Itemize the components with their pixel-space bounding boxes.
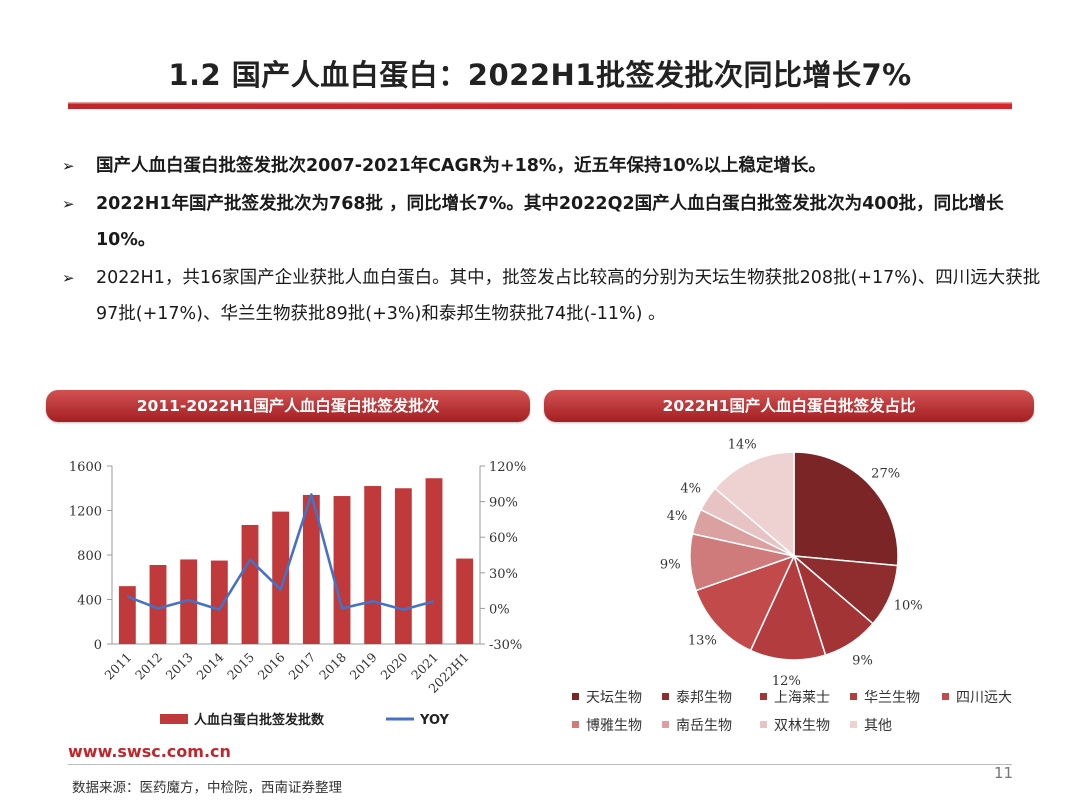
bullet-text: 国产人血白蛋白批签发批次2007-2021年CAGR为+18%，近五年保持10%… bbox=[96, 156, 826, 176]
pie-chart: 27% 10% 9% 12% 13% 9% 4% 4% 14% 天坛生物 泰邦生物 上海莱士 华兰生物 四… bbox=[572, 437, 1012, 734]
data-source: 数据来源：医药魔方，中检院，西南证券整理 bbox=[72, 780, 342, 796]
pie-data-label: 10% bbox=[894, 598, 923, 613]
legend-label: 四川远大 bbox=[956, 690, 1012, 706]
y2-tick-label: 30% bbox=[489, 567, 518, 582]
bar bbox=[333, 496, 351, 644]
legend-label-bars: 人血白蛋白批签发批数 bbox=[194, 712, 325, 728]
pie-data-label: 4% bbox=[680, 482, 701, 497]
pie-data-label: 27% bbox=[871, 466, 900, 481]
right-chart-banner: 2022H1国产人血白蛋白批签发占比 bbox=[544, 390, 1034, 422]
y-tick-label: 400 bbox=[77, 594, 102, 609]
legend-swatch bbox=[850, 721, 857, 728]
pie-data-label: 9% bbox=[852, 653, 873, 668]
footer-url[interactable]: www.swsc.com.cn bbox=[68, 742, 231, 761]
y-tick-label: 1600 bbox=[69, 460, 102, 475]
bullet-text: 2022H1，共16家国产企业获批人血白蛋白。其中，批签发占比较高的分别为天坛生… bbox=[96, 268, 1041, 324]
pie-slice bbox=[713, 451, 795, 558]
x-tick-label: 2019 bbox=[347, 649, 380, 682]
y-tick-label: 0 bbox=[94, 638, 102, 653]
bar bbox=[210, 560, 228, 644]
y2-tick-label: 90% bbox=[489, 496, 518, 511]
legend-swatch bbox=[572, 693, 579, 700]
x-tick-label: 2015 bbox=[224, 650, 257, 683]
legend-label: 天坛生物 bbox=[586, 690, 642, 706]
y2-tick-label: 60% bbox=[489, 531, 518, 546]
legend-label: 南岳生物 bbox=[676, 718, 732, 734]
slide-title: 1.2 国产人血白蛋白：2022H1批签发批次同比增长7% bbox=[168, 58, 912, 92]
legend-label: 华兰生物 bbox=[864, 690, 920, 706]
legend-swatch bbox=[942, 693, 949, 700]
legend-label: 其他 bbox=[864, 718, 892, 734]
bar bbox=[180, 559, 198, 644]
bullet-text: 2022H1年国产批签发批次为768批 ，同比增长7%。其中2022Q2国产人血… bbox=[96, 194, 1004, 250]
y-tick-label: 800 bbox=[77, 549, 102, 564]
pie-data-label: 13% bbox=[688, 634, 717, 649]
pie-slice bbox=[749, 553, 827, 661]
bullet-item: ➢ 国产人血白蛋白批签发批次2007-2021年CAGR为+18%，近五年保持1… bbox=[60, 148, 1050, 184]
left-chart-banner: 2011-2022H1国产人血白蛋白批签发批次 bbox=[46, 390, 530, 422]
x-tick-label: 2013 bbox=[163, 649, 196, 682]
legend-swatch bbox=[662, 693, 669, 700]
pie-data-label: 9% bbox=[660, 558, 681, 573]
bar bbox=[272, 511, 290, 644]
x-tick-label: 2014 bbox=[193, 649, 226, 682]
legend-label: 博雅生物 bbox=[586, 717, 642, 734]
legend-label: 双林生物 bbox=[774, 718, 830, 734]
legend-label: 泰邦生物 bbox=[676, 690, 732, 706]
bullet-item: ➢ 2022H1年国产批签发批次为768批 ，同比增长7%。其中2022Q2国产… bbox=[60, 186, 1050, 258]
x-tick-label: 2011 bbox=[101, 650, 134, 683]
yoy-series-line bbox=[126, 493, 435, 611]
x-tick-label: 2018 bbox=[316, 649, 349, 682]
pie-data-label: 4% bbox=[667, 509, 688, 524]
bar-line-chart: 040080012001600-30%0%30%60%90%120%201120… bbox=[69, 460, 526, 728]
pie-slice bbox=[793, 451, 899, 567]
bullet-item: ➢ 2022H1，共16家国产企业获批人血白蛋白。其中，批签发占比较高的分别为天… bbox=[60, 260, 1050, 332]
x-tick-label: 2020 bbox=[377, 649, 410, 682]
bar bbox=[394, 488, 412, 644]
bar bbox=[149, 565, 167, 644]
legend-swatch bbox=[760, 721, 767, 728]
arrow-bullet-icon: ➢ bbox=[62, 157, 75, 175]
pie-data-label: 14% bbox=[728, 437, 757, 452]
bar bbox=[425, 478, 443, 644]
bar bbox=[456, 558, 474, 644]
bar bbox=[302, 494, 320, 644]
bar bbox=[364, 486, 382, 644]
y2-tick-label: 120% bbox=[489, 460, 526, 475]
legend-swatch bbox=[760, 693, 767, 700]
y2-tick-label: 0% bbox=[489, 602, 510, 617]
pie-data-label: 12% bbox=[772, 674, 801, 689]
title-underline bbox=[68, 102, 1012, 109]
footer-divider bbox=[68, 764, 1012, 765]
arrow-bullet-icon: ➢ bbox=[62, 195, 75, 213]
pie-slice bbox=[694, 554, 796, 652]
legend-swatch bbox=[850, 693, 857, 700]
bar bbox=[118, 586, 136, 644]
arrow-bullet-icon: ➢ bbox=[62, 269, 75, 287]
x-tick-label: 2017 bbox=[285, 649, 318, 682]
legend-swatch bbox=[572, 721, 579, 728]
bullet-list: ➢ 国产人血白蛋白批签发批次2007-2021年CAGR为+18%，近五年保持1… bbox=[60, 148, 1050, 334]
legend-swatch bbox=[662, 721, 669, 728]
legend-swatch-bars bbox=[160, 714, 188, 724]
legend-label-yoy: YOY bbox=[419, 713, 450, 728]
legend-label: 上海莱士 bbox=[774, 690, 830, 706]
page-number: 11 bbox=[994, 764, 1014, 782]
x-tick-label: 2012 bbox=[132, 650, 165, 683]
bar bbox=[241, 524, 259, 644]
x-tick-label: 2016 bbox=[255, 649, 288, 682]
y2-tick-label: -30% bbox=[489, 638, 522, 653]
y-tick-label: 1200 bbox=[69, 505, 102, 520]
